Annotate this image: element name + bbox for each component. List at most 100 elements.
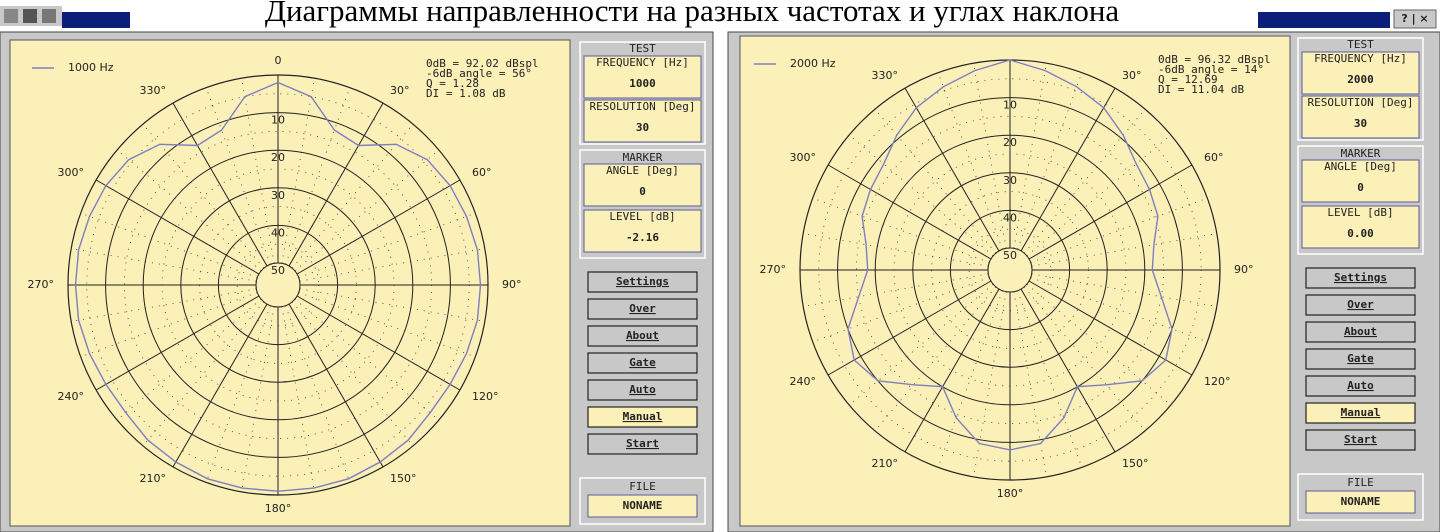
title-band	[62, 12, 130, 28]
angle-label: 180°	[997, 487, 1024, 500]
angle-label: 30°	[390, 84, 410, 97]
file-name: NONAME	[1341, 495, 1381, 508]
legend-label: 1000 Hz	[68, 61, 114, 74]
display	[1301, 95, 1420, 139]
display-value: 0	[639, 185, 646, 198]
display-label: RESOLUTION [Deg]	[1308, 96, 1414, 109]
angle-label: 240°	[58, 390, 85, 403]
button[interactable]	[1305, 429, 1416, 451]
angle-label: 210°	[140, 472, 167, 485]
button[interactable]	[587, 406, 698, 428]
info-line: Q = 12.69	[1158, 73, 1218, 86]
icon-open[interactable]	[4, 9, 18, 23]
button-label[interactable]: Gate	[629, 356, 656, 369]
angle-label: 90°	[1234, 263, 1254, 276]
button-label[interactable]: Start	[1344, 433, 1377, 446]
group-title: FILE	[1347, 476, 1374, 489]
display	[1301, 205, 1420, 249]
button[interactable]	[587, 271, 698, 293]
angle-label: 0	[275, 54, 282, 67]
angle-label: 240°	[790, 375, 817, 388]
grid-spoke	[1028, 280, 1193, 376]
trace	[74, 81, 482, 492]
button[interactable]	[1305, 402, 1416, 424]
grid-spoke	[827, 280, 992, 376]
angle-label: 60°	[472, 166, 492, 179]
button-label[interactable]: About	[626, 329, 659, 342]
display-label: ANGLE [Deg]	[1324, 160, 1397, 173]
display	[1301, 159, 1420, 203]
display	[583, 99, 702, 143]
button[interactable]	[587, 352, 698, 374]
info-line: 0dB = 96.32 dBspl	[1158, 53, 1271, 66]
button[interactable]	[1305, 321, 1416, 343]
display-value: -2.16	[626, 231, 659, 244]
angle-label: 30°	[1122, 69, 1142, 82]
button[interactable]	[1305, 267, 1416, 289]
info-line: 0dB = 92.02 dBspl	[426, 57, 539, 70]
button[interactable]	[587, 433, 698, 455]
grid-spoke	[172, 303, 268, 468]
button-label[interactable]: Settings	[616, 275, 669, 288]
file-name: NONAME	[623, 499, 663, 512]
angle-label: 330°	[140, 84, 167, 97]
grid-spoke	[296, 295, 461, 391]
display-label: LEVEL [dB]	[609, 210, 675, 223]
angle-label: 180°	[265, 502, 292, 515]
grid-spoke	[904, 288, 1000, 453]
display	[1301, 51, 1420, 95]
group-title: MARKER	[623, 151, 663, 164]
window-buttons-label[interactable]: ? | ×	[1401, 12, 1428, 25]
grid-spoke	[288, 303, 384, 468]
angle-label: 150°	[390, 472, 417, 485]
grid-spoke	[172, 102, 268, 267]
button-label[interactable]: About	[1344, 325, 1377, 338]
button-label[interactable]: Manual	[623, 410, 663, 423]
angle-label: 120°	[1204, 375, 1231, 388]
angle-label: 300°	[790, 151, 817, 164]
button-label[interactable]: Start	[626, 437, 659, 450]
button-label[interactable]: Auto	[629, 383, 656, 396]
grid-spoke	[1020, 288, 1116, 453]
button-label[interactable]: Over	[1347, 298, 1374, 311]
angle-label: 330°	[872, 69, 899, 82]
button[interactable]	[587, 325, 698, 347]
title-band	[1258, 12, 1390, 28]
angle-label: 300°	[58, 166, 85, 179]
button[interactable]	[587, 298, 698, 320]
button[interactable]	[587, 379, 698, 401]
display-value: 30	[636, 121, 649, 134]
angle-label: 150°	[1122, 457, 1149, 470]
group-title: TEST	[1347, 38, 1374, 51]
group-title: TEST	[629, 42, 656, 55]
button-label[interactable]: Auto	[1347, 379, 1374, 392]
display-value: 0	[1357, 181, 1364, 194]
grid-spoke	[827, 164, 992, 260]
angle-label: 120°	[472, 390, 499, 403]
button[interactable]	[1305, 375, 1416, 397]
display-value: 0.00	[1347, 227, 1374, 240]
grid-spoke	[1028, 164, 1193, 260]
display	[583, 55, 702, 99]
display	[583, 163, 702, 207]
window-buttons[interactable]	[1393, 9, 1437, 29]
icon-print[interactable]	[42, 9, 56, 23]
info-line: -6dB angle = 56°	[426, 67, 532, 80]
grid-spoke	[95, 295, 260, 391]
display	[587, 494, 698, 518]
page-title: Диаграммы направленности на разных часто…	[265, 0, 1120, 28]
button-label[interactable]: Over	[629, 302, 656, 315]
button[interactable]	[1305, 348, 1416, 370]
button[interactable]	[1305, 294, 1416, 316]
icon-save[interactable]	[23, 9, 37, 23]
display	[583, 209, 702, 253]
button-label[interactable]: Manual	[1341, 406, 1381, 419]
angle-label: 60°	[1204, 151, 1224, 164]
button-label[interactable]: Settings	[1334, 271, 1387, 284]
grid-spoke	[288, 102, 384, 267]
title-bar	[0, 0, 1440, 32]
trace	[847, 59, 1173, 451]
display-value: 30	[1354, 117, 1367, 130]
button-label[interactable]: Gate	[1347, 352, 1374, 365]
